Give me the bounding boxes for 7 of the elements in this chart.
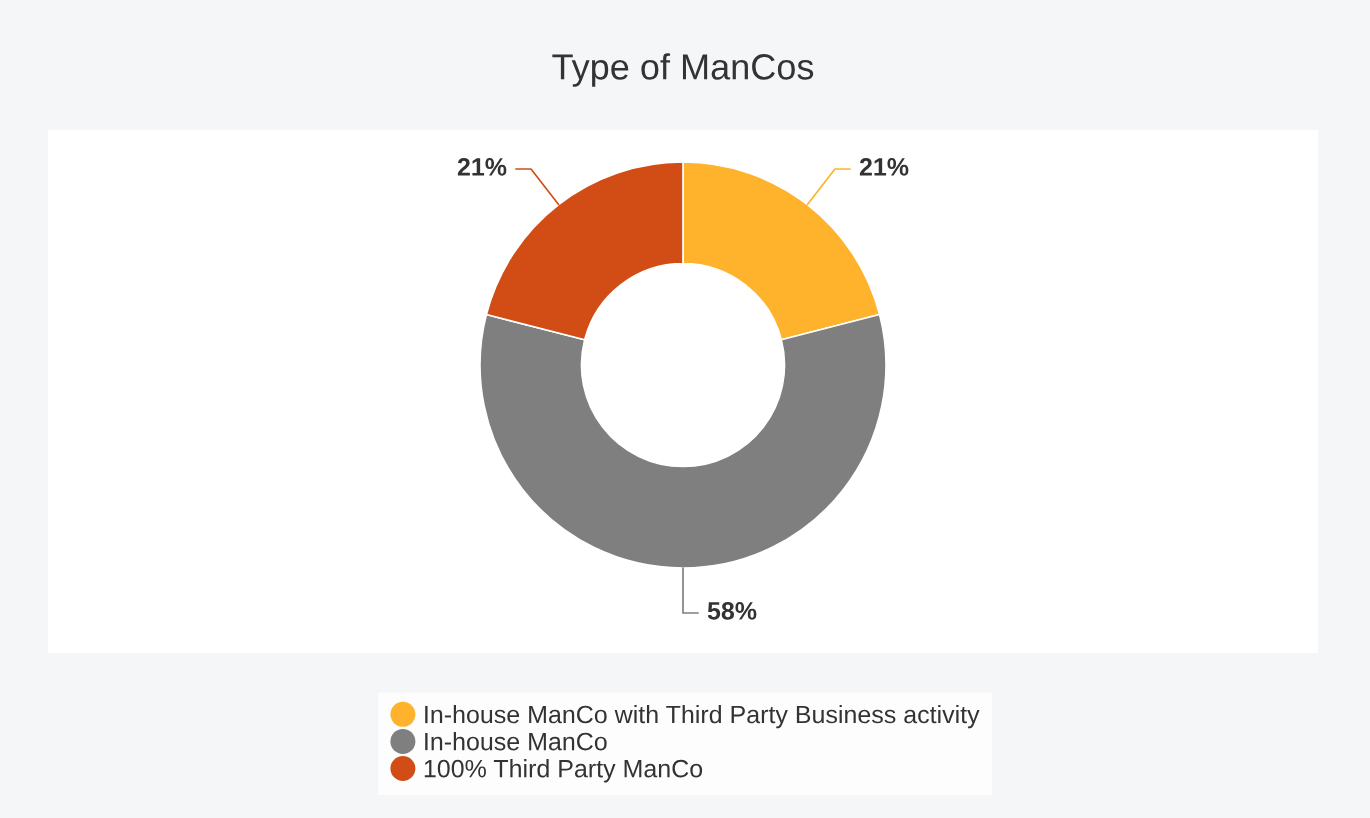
legend-label: In-house ManCo (425, 732, 607, 751)
data-label: 58% (707, 602, 757, 620)
legend-label: In-house ManCo with Third Party Business activity (425, 705, 980, 729)
data-label: 21% (457, 158, 507, 176)
data-label: 21% (859, 158, 909, 176)
legend-label: 100% Third Party ManCo (424, 759, 703, 783)
chart-title: Type of ManCos (552, 53, 814, 87)
